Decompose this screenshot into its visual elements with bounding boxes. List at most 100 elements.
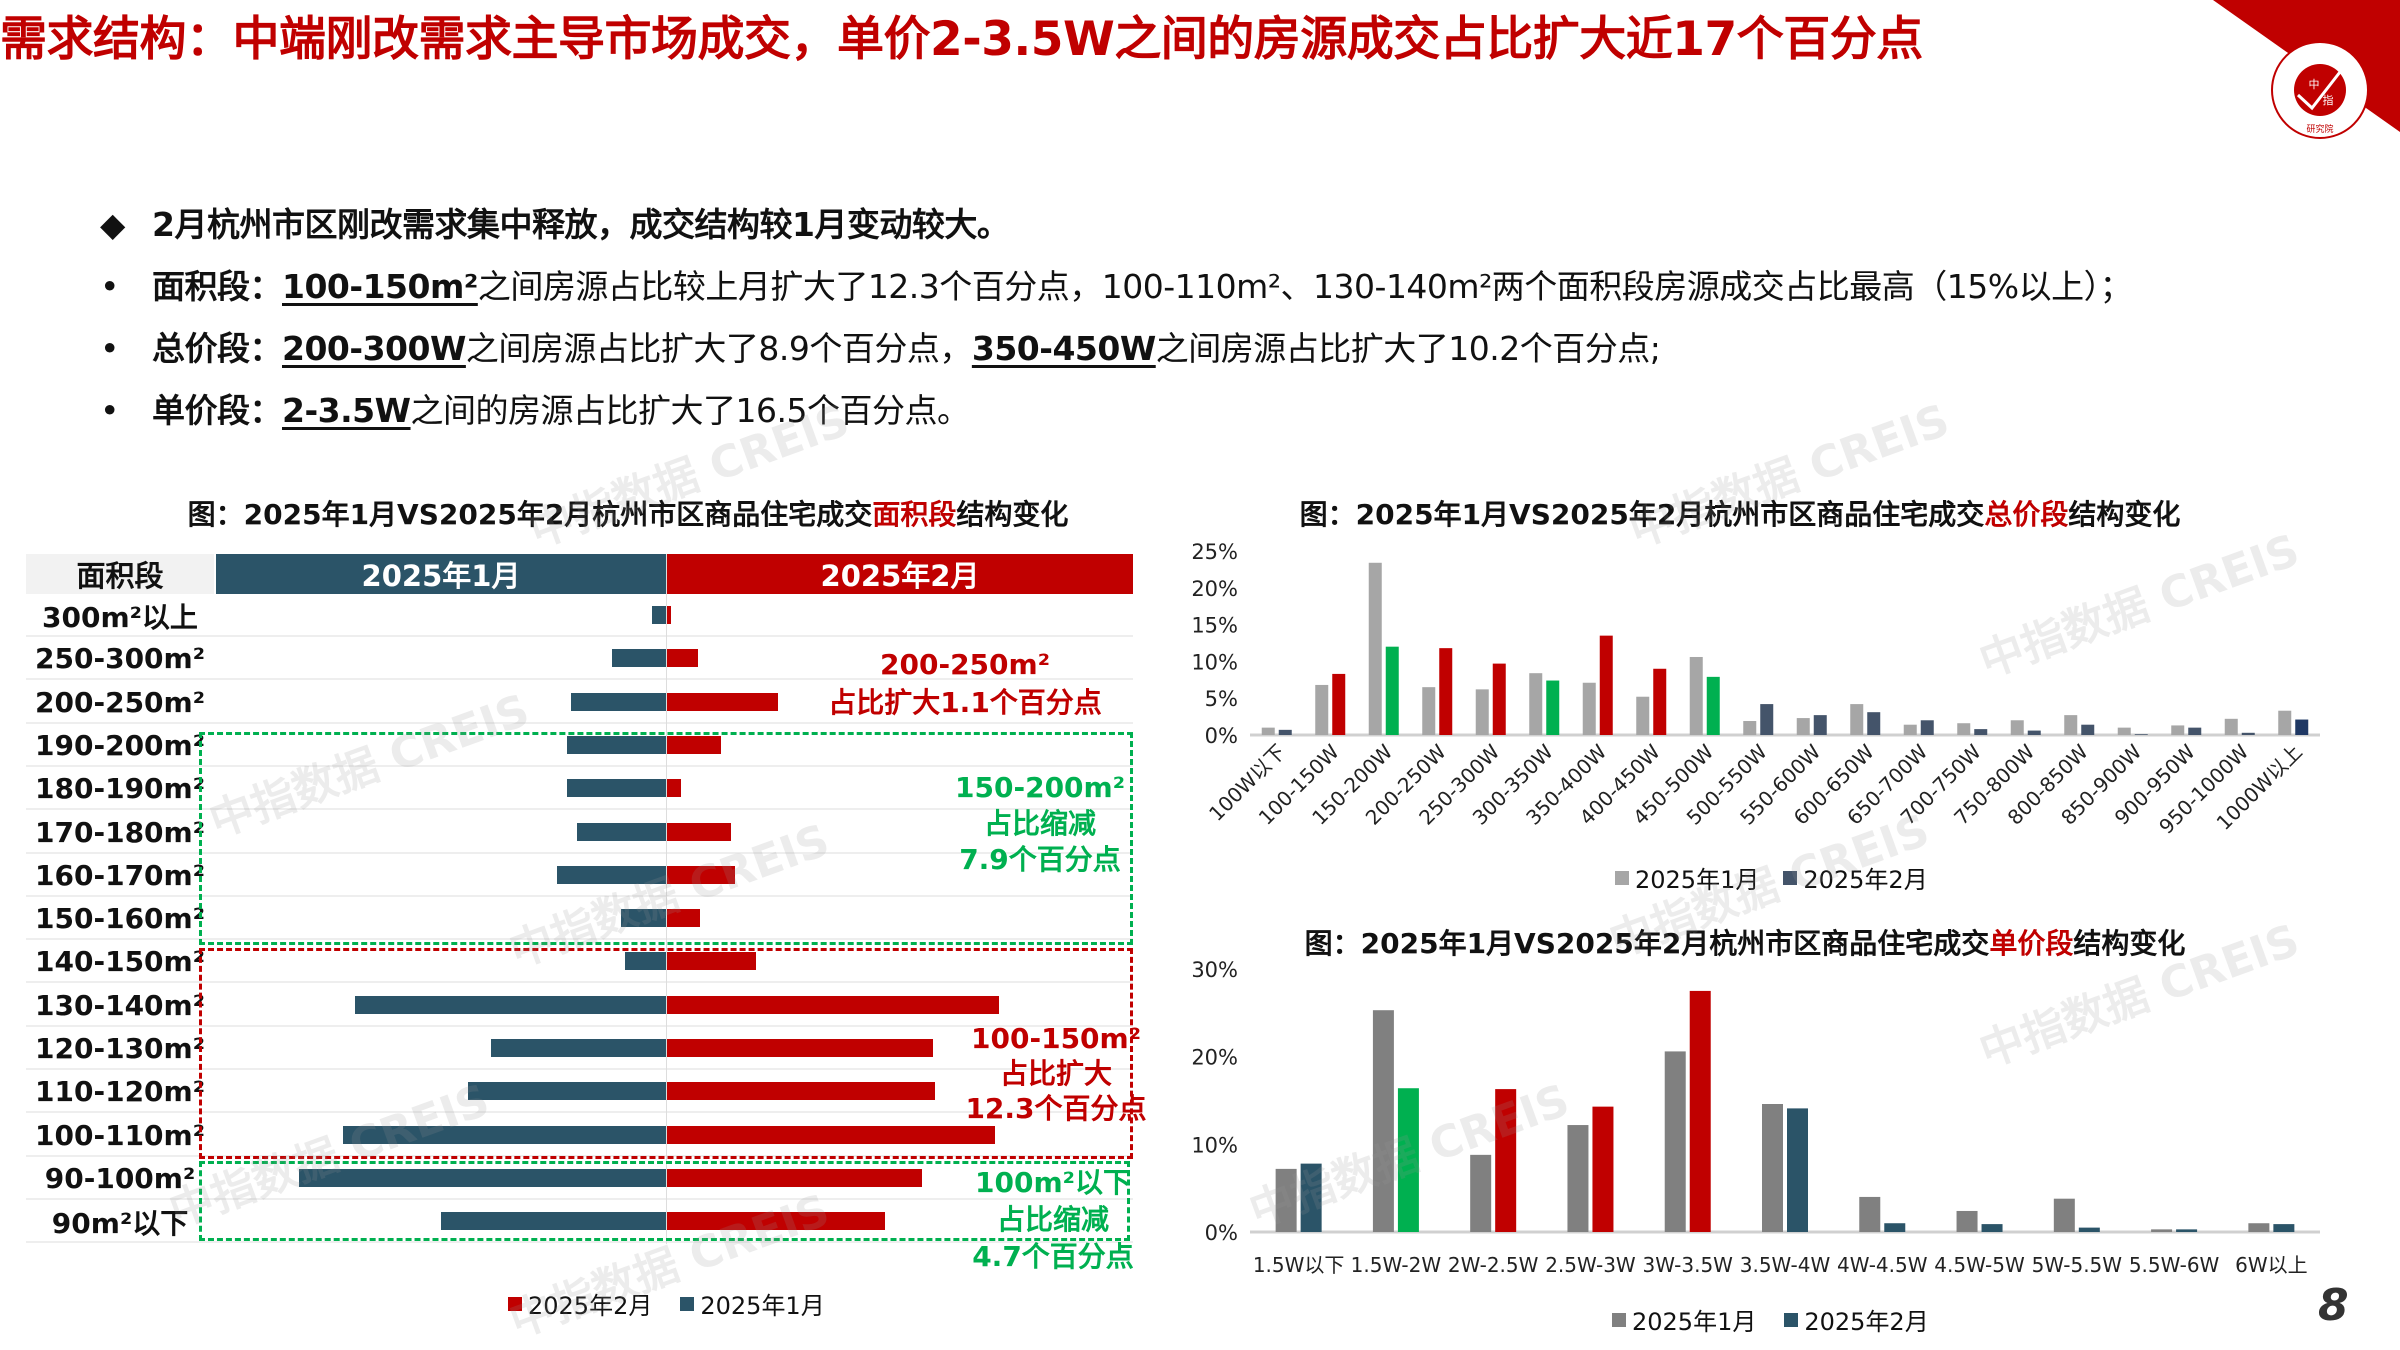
row-label: 120-130m²: [35, 1032, 205, 1065]
bar-jan: [1567, 1125, 1589, 1232]
bar-feb: [667, 865, 735, 884]
bar-feb: [1920, 720, 1934, 735]
bar-feb: [2188, 727, 2202, 735]
bar-feb: [1385, 646, 1399, 735]
bullet-label: 总价段：: [152, 329, 283, 368]
bar-feb: [667, 995, 999, 1014]
dot-bullet-icon: •: [100, 329, 119, 368]
bar-jan: [2224, 718, 2238, 735]
bar-feb: [2295, 719, 2309, 735]
bullet-text: 之间的房源占比扩大了16.5个百分点。: [410, 391, 970, 430]
bar-feb: [2081, 724, 2095, 735]
highlight-box-below-100: [199, 1161, 1130, 1241]
bar-feb: [1653, 668, 1667, 735]
bullet-highlight: 200-300W: [282, 329, 466, 368]
bar-jan: [2064, 715, 2078, 735]
bar-feb: [667, 1212, 886, 1231]
x-tick-label: 3W-3.5W: [1642, 1253, 1733, 1277]
row-label: 250-300m²: [35, 642, 205, 676]
bar-jan: [567, 735, 666, 754]
bar-jan: [1470, 1154, 1492, 1232]
y-tick-label: 30%: [1191, 958, 1238, 982]
table-row: 190-200m²: [26, 724, 1133, 767]
bar-jan: [1859, 1196, 1881, 1232]
x-tick-label: 5W-5.5W: [2032, 1253, 2123, 1277]
bar-feb: [667, 692, 779, 711]
x-tick-label: 1.5W-2W: [1351, 1253, 1442, 1277]
total-price-chart-legend: 2025年1月 2025年2月: [1615, 860, 1928, 895]
annotation-150-200: 150-200m² 占比缩减 7.9个百分点: [955, 771, 1125, 876]
bar-jan: [571, 692, 666, 711]
row-label: 170-180m²: [35, 815, 205, 849]
bar-feb: [667, 606, 672, 624]
y-tick-label: 10%: [1191, 650, 1238, 674]
table-row: 170-180m²: [26, 811, 1133, 854]
bar-feb: [1867, 712, 1881, 735]
bar-feb: [667, 649, 698, 668]
annotation-100-150: 100-150m² 占比扩大 12.3个百分点: [965, 1022, 1147, 1125]
y-tick-label: 0%: [1205, 724, 1238, 748]
legend-label: 2025年2月: [528, 1292, 653, 1320]
bar-feb: [2241, 732, 2255, 735]
bar-jan: [556, 865, 666, 884]
area-chart-legend: 2025年2月 2025年1月: [508, 1286, 825, 1321]
bar-jan: [1762, 1104, 1783, 1232]
bullet-area: • 面积段：100-150m²之间房源占比较上月扩大了12.3个百分点，100-1…: [100, 260, 2133, 308]
y-tick-label: 5%: [1205, 687, 1238, 711]
bar-feb: [667, 1039, 933, 1057]
bar-jan: [2248, 1223, 2270, 1232]
x-tick-label: 4.5W-5W: [1934, 1253, 2025, 1277]
annotation-below-100: 100m²以下 占比缩减 4.7个百分点: [972, 1166, 1134, 1273]
x-tick-label: 6W以上: [2235, 1253, 2308, 1277]
table-row: 160-170m²: [26, 854, 1133, 897]
bullet-unit-price: • 单价段：2-3.5W之间的房源占比扩大了16.5个百分点。: [100, 384, 970, 432]
bar-jan: [1664, 1051, 1686, 1232]
legend-swatch-feb: [1783, 870, 1798, 885]
bar-feb: [667, 779, 682, 798]
column-header-area: 面积段: [26, 554, 214, 594]
bar-jan: [1422, 687, 1436, 735]
bar-feb: [1689, 990, 1711, 1232]
table-row: 90m²以下: [26, 1200, 1133, 1244]
bar-feb: [1439, 648, 1453, 735]
bullet-text: 之间房源占比扩大了10.2个百分点;: [1155, 329, 1661, 368]
bar-jan: [468, 1082, 666, 1101]
bar-jan: [2053, 1198, 2075, 1232]
bar-jan: [612, 649, 666, 668]
legend-swatch-feb: [508, 1296, 522, 1311]
column-header-jan: 2025年1月: [216, 554, 666, 594]
legend-label: 2025年1月: [700, 1292, 825, 1320]
bullet-total-price: • 总价段：200-300W之间房源占比扩大了8.9个百分点，350-450W之间…: [100, 322, 1661, 370]
bar-jan: [2278, 710, 2292, 735]
legend-label: 2025年2月: [1804, 1308, 1929, 1336]
y-tick-label: 0%: [1205, 1221, 1238, 1245]
bullet-headline: ◆ 2月杭州市区刚改需求集中释放，成交结构较1月变动较大。: [100, 198, 1010, 246]
bar-jan: [490, 1039, 666, 1057]
bar-jan: [342, 1125, 666, 1144]
row-label: 90m²以下: [51, 1206, 189, 1240]
bar-jan: [2010, 720, 2024, 735]
unit-price-chart-legend: 2025年1月 2025年2月: [1612, 1302, 1929, 1337]
center-axis: [666, 554, 667, 1244]
bar-jan: [2171, 725, 2185, 735]
y-tick-label: 20%: [1191, 577, 1238, 601]
bar-feb: [1599, 635, 1613, 735]
table-row: 200-250m²: [26, 681, 1133, 724]
bar-feb: [1706, 676, 1720, 735]
row-label: 180-190m²: [35, 772, 205, 806]
annotation-200-250: 200-250m² 占比扩大1.1个百分点: [828, 648, 1102, 719]
row-label: 200-250m²: [35, 685, 205, 719]
bar-feb: [1787, 1108, 1808, 1232]
dot-bullet-icon: •: [100, 267, 119, 306]
area-chart-title: 图：2025年1月VS2025年2月杭州市区商品住宅成交面积段结构变化: [187, 498, 1069, 531]
x-tick-label: 3.5W-4W: [1740, 1253, 1831, 1277]
bar-feb: [667, 1168, 923, 1187]
bar-jan: [1475, 689, 1489, 735]
bar-feb: [2027, 730, 2041, 735]
unit-price-chart: 0% 10% 20% 30% 1.5W以下 1.5W-2W 2W-2.5W 2.5W-3W 3W…: [1191, 958, 2320, 1277]
bullet-text: 之间房源占比较上月扩大了12.3个百分点，100-110m²、130-140m²…: [477, 267, 2133, 306]
x-tick-label: 2W-2.5W: [1448, 1253, 1539, 1277]
bar-jan: [1956, 1210, 1978, 1232]
headline-text: 2月杭州市区刚改需求集中释放，成交结构较1月变动较大。: [152, 205, 1010, 244]
total-price-chart: 0%5%10%15%20%25%100W以下100-150W150-200W20…: [1191, 540, 2320, 839]
